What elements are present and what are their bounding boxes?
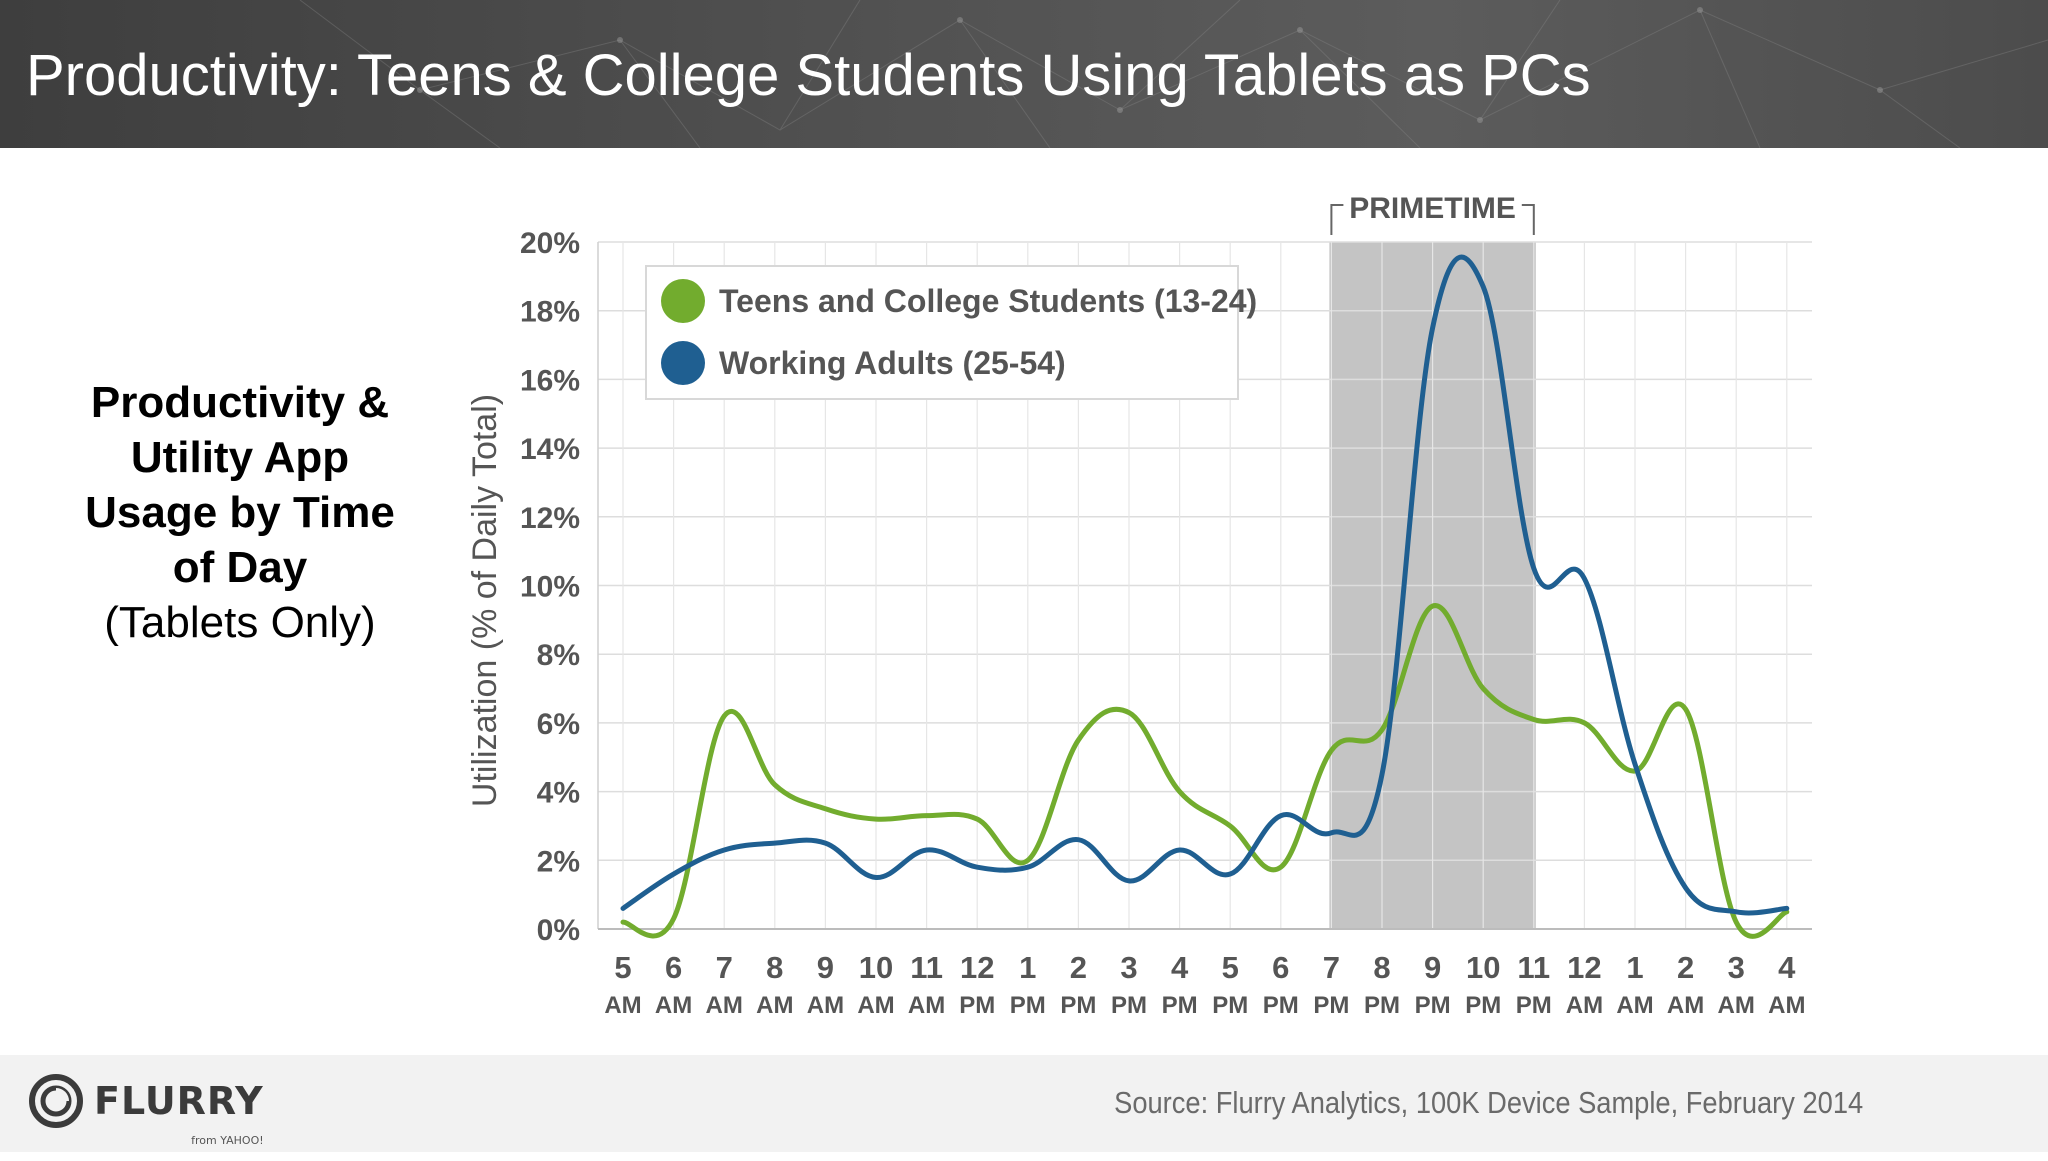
x-tick-hour: 2 xyxy=(1070,950,1087,985)
x-tick-period: AM xyxy=(1616,992,1653,1019)
series-line-0 xyxy=(620,603,1790,939)
x-tick-hour: 3 xyxy=(1728,950,1745,985)
legend-marker-0 xyxy=(661,279,705,323)
x-tick-period: AM xyxy=(604,992,641,1019)
y-tick-label: 16% xyxy=(520,364,580,397)
flurry-swirl-icon xyxy=(29,1074,83,1128)
x-tick-hour: 6 xyxy=(665,950,682,985)
x-tick-period: PM xyxy=(1465,992,1501,1019)
x-tick-period: PM xyxy=(1162,992,1198,1019)
flurry-logo: FLURRY from YAHOO! xyxy=(28,1073,264,1147)
series-line-1 xyxy=(620,254,1790,916)
x-tick-period: AM xyxy=(857,992,894,1019)
x-tick-hour: 8 xyxy=(766,950,783,985)
y-tick-label: 18% xyxy=(520,296,580,329)
x-tick-period: AM xyxy=(1718,992,1755,1019)
x-tick-hour: 7 xyxy=(716,950,733,985)
footer: FLURRY from YAHOO! Source: Flurry Analyt… xyxy=(0,1055,2048,1152)
x-tick-hour: 3 xyxy=(1120,950,1137,985)
logo-subtext: from YAHOO! xyxy=(191,1134,264,1147)
x-tick-period: PM xyxy=(1313,992,1349,1019)
y-tick-label: 8% xyxy=(537,639,580,672)
x-tick-hour: 7 xyxy=(1323,950,1340,985)
x-tick-period: AM xyxy=(807,992,844,1019)
x-tick-hour: 9 xyxy=(1424,950,1441,985)
caption-line-4: of Day xyxy=(172,543,308,592)
x-tick-period: AM xyxy=(1667,992,1704,1019)
caption-subtitle: (Tablets Only) xyxy=(104,598,376,647)
x-tick-hour: 8 xyxy=(1373,950,1390,985)
title-bar: Productivity: Teens & College Students U… xyxy=(0,0,2048,148)
y-tick-label: 6% xyxy=(537,708,580,741)
network-pattern-decoration xyxy=(299,0,2048,148)
x-tick-period: PM xyxy=(1212,992,1248,1019)
x-tick-period: PM xyxy=(1060,992,1096,1019)
x-tick-period: AM xyxy=(908,992,945,1019)
primetime-bracket-left xyxy=(1330,204,1344,235)
caption-line-3: Usage by Time xyxy=(85,488,395,537)
x-tick-hour: 12 xyxy=(960,950,994,985)
usage-line-chart: PRIMETIME 0% 2% 4% 6% 8% 10% 12% 14% 16% 18% 20% Uti… xyxy=(466,192,1812,1019)
logo-wordmark: FLURRY xyxy=(94,1079,264,1123)
source-note: Source: Flurry Analytics, 100K Device Sa… xyxy=(1113,1085,1863,1120)
x-tick-period: AM xyxy=(1768,992,1805,1019)
x-tick-hour: 12 xyxy=(1567,950,1601,985)
x-tick-period: PM xyxy=(1516,992,1552,1019)
chart-caption: Productivity & Utility App Usage by Time… xyxy=(50,375,430,650)
legend-box xyxy=(645,265,1239,400)
x-tick-period: PM xyxy=(1010,992,1046,1019)
x-tick-hour: 11 xyxy=(1517,950,1550,985)
x-tick-hour: 1 xyxy=(1019,950,1036,985)
x-tick-period: PM xyxy=(1263,992,1299,1019)
legend-label-1: Working Adults (25-54) xyxy=(719,345,1066,381)
slide-title: Productivity: Teens & College Students U… xyxy=(26,43,1591,108)
x-tick-hour: 6 xyxy=(1272,950,1289,985)
primetime-bracket-right xyxy=(1521,204,1535,235)
y-tick-label: 0% xyxy=(537,914,580,947)
x-tick-period: AM xyxy=(756,992,793,1019)
x-tick-period: PM xyxy=(1364,992,1400,1019)
x-tick-period: PM xyxy=(1111,992,1147,1019)
y-tick-label: 12% xyxy=(520,502,580,535)
x-tick-period: PM xyxy=(1415,992,1451,1019)
x-tick-hour: 4 xyxy=(1171,950,1189,985)
y-tick-label: 20% xyxy=(520,227,580,260)
primetime-label: PRIMETIME xyxy=(1349,192,1516,225)
x-tick-hour: 11 xyxy=(910,950,943,985)
x-tick-hour: 10 xyxy=(859,950,893,985)
caption-line-2: Utility App xyxy=(130,433,350,482)
y-tick-label: 10% xyxy=(520,571,580,604)
x-tick-hour: 5 xyxy=(614,950,631,985)
x-tick-period: AM xyxy=(706,992,743,1019)
caption-line-1: Productivity & xyxy=(90,378,390,427)
x-tick-hour: 1 xyxy=(1626,950,1643,985)
x-tick-period: PM xyxy=(959,992,995,1019)
y-tick-label: 2% xyxy=(537,845,580,878)
legend-marker-1 xyxy=(661,341,705,385)
x-tick-hour: 5 xyxy=(1222,950,1239,985)
y-tick-label: 4% xyxy=(537,777,580,810)
x-tick-hour: 9 xyxy=(817,950,834,985)
legend-label-0: Teens and College Students (13-24) xyxy=(719,283,1257,319)
y-tick-label: 14% xyxy=(520,433,580,466)
x-tick-period: AM xyxy=(655,992,692,1019)
x-tick-period: AM xyxy=(1566,992,1603,1019)
x-tick-hour: 4 xyxy=(1778,950,1796,985)
y-axis-title: Utilization (% of Daily Total) xyxy=(466,394,504,807)
x-tick-hour: 10 xyxy=(1466,950,1500,985)
x-tick-hour: 2 xyxy=(1677,950,1694,985)
